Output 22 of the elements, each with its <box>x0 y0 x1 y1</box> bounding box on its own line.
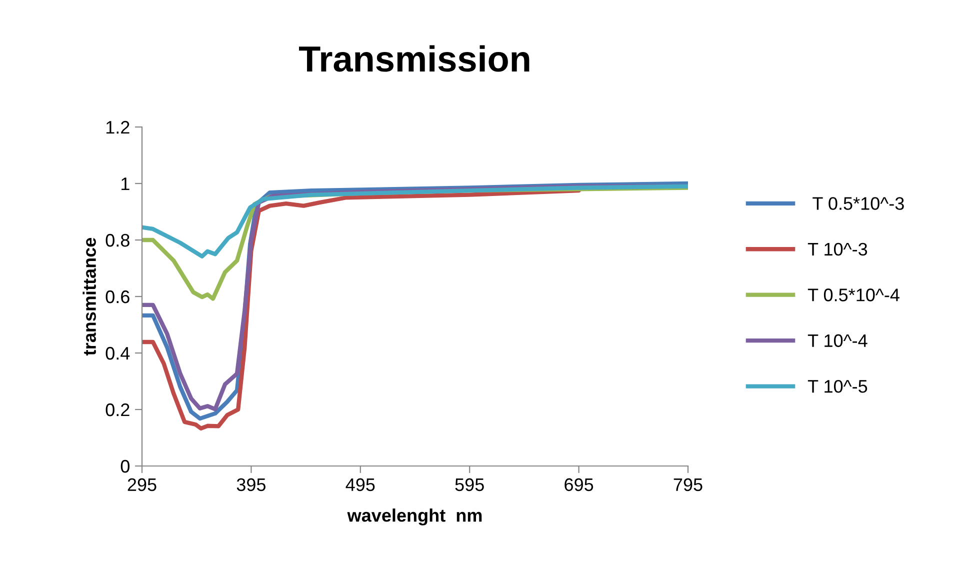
y-axis-title: transmittance <box>82 238 96 356</box>
x-tick-label: 595 <box>455 478 484 492</box>
legend-label: T 0.5*10^-4 <box>808 288 900 302</box>
legend-label: T 10^-4 <box>808 334 868 348</box>
x-axis-title: wavelenght nm <box>347 508 482 526</box>
legend-label: T 10^-3 <box>808 242 868 256</box>
y-tick-label: 0 <box>120 460 130 473</box>
x-tick-label: 295 <box>128 478 156 492</box>
x-tick-label: 795 <box>674 478 702 492</box>
x-tick-label: 495 <box>346 478 375 492</box>
y-tick-label: 0.2 <box>106 403 130 416</box>
x-tick-label: 395 <box>236 478 266 492</box>
y-tick-label: 1.2 <box>106 120 130 134</box>
legend-label: T 10^-5 <box>808 380 868 393</box>
chart-title: Transmission <box>299 45 530 72</box>
legend-label: T 0.5*10^-3 <box>812 197 904 210</box>
y-tick-label: 1 <box>122 178 130 190</box>
x-tick-label: 695 <box>564 478 594 492</box>
y-tick-label: 0.6 <box>106 290 130 304</box>
line-series <box>142 184 688 258</box>
y-tick-label: 0.4 <box>106 346 130 360</box>
y-tick-label: 0.8 <box>106 234 130 247</box>
